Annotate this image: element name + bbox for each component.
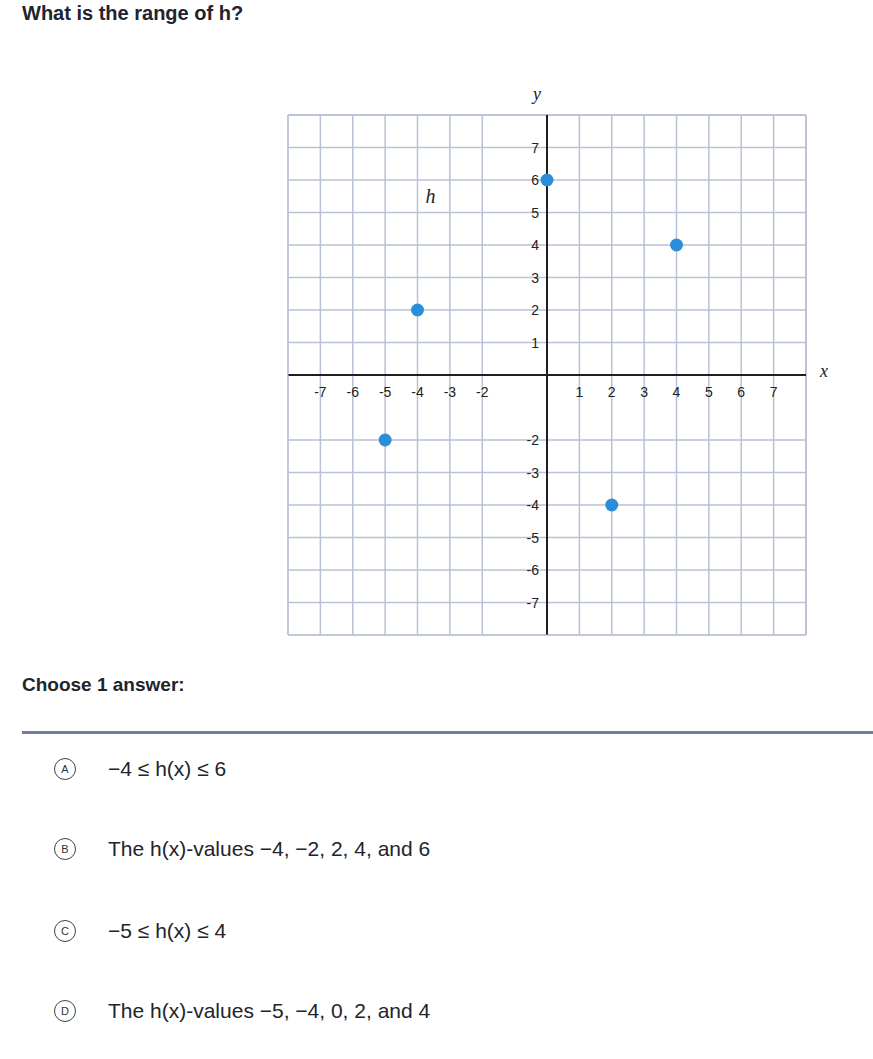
svg-text:3: 3: [531, 270, 539, 286]
svg-text:5: 5: [705, 384, 713, 400]
svg-text:-5: -5: [379, 384, 392, 400]
html-text:−4 ≤ h(x) ≤ 6: −4 ≤ h(x) ≤ 6: [108, 757, 227, 780]
svg-text:1: 1: [575, 384, 583, 400]
html-text:The h(x)-values −5, −4, 0, 2,: The h(x)-values −5, −4, 0, 2, and 4: [108, 999, 431, 1022]
svg-text:5: 5: [531, 205, 539, 221]
svg-text:7: 7: [531, 140, 539, 156]
svg-text:-7: -7: [527, 595, 540, 611]
svg-text:-6: -6: [527, 562, 540, 578]
svg-text:1: 1: [531, 335, 539, 351]
html-text:Choose 1 answer:: Choose 1 answer:: [22, 674, 185, 695]
html-text:−5 ≤ h(x) ≤ 4: −5 ≤ h(x) ≤ 4: [108, 919, 227, 942]
svg-text:-3: -3: [444, 384, 457, 400]
svg-text:6: 6: [737, 384, 745, 400]
html-text:What is the range of h?: What is the range of h?: [22, 2, 244, 24]
svg-text:-7: -7: [314, 384, 327, 400]
svg-text:h: h: [425, 185, 435, 207]
html-text:The h(x)-values −4, −2, 2, 4,: The h(x)-values −4, −2, 2, 4, and 6: [108, 837, 431, 860]
svg-text:-4: -4: [411, 384, 424, 400]
svg-text:3: 3: [640, 384, 648, 400]
svg-text:-3: -3: [527, 465, 540, 481]
html-text:x: x: [820, 361, 828, 381]
html-text:D: D: [61, 1005, 69, 1017]
svg-text:4: 4: [531, 237, 539, 253]
svg-text:-6: -6: [347, 384, 360, 400]
html-text:y: y: [533, 84, 541, 104]
html-text:B: B: [61, 843, 69, 855]
svg-text:-4: -4: [527, 497, 540, 513]
svg-text:2: 2: [531, 302, 539, 318]
svg-text:-5: -5: [527, 530, 540, 546]
svg-text:-2: -2: [527, 432, 540, 448]
svg-text:-2: -2: [476, 384, 489, 400]
svg-text:6: 6: [531, 172, 539, 188]
html-text:C: C: [61, 925, 69, 937]
svg-text:4: 4: [673, 384, 681, 400]
html-text:A: A: [61, 763, 69, 775]
svg-text:7: 7: [770, 384, 778, 400]
svg-text:2: 2: [608, 384, 616, 400]
